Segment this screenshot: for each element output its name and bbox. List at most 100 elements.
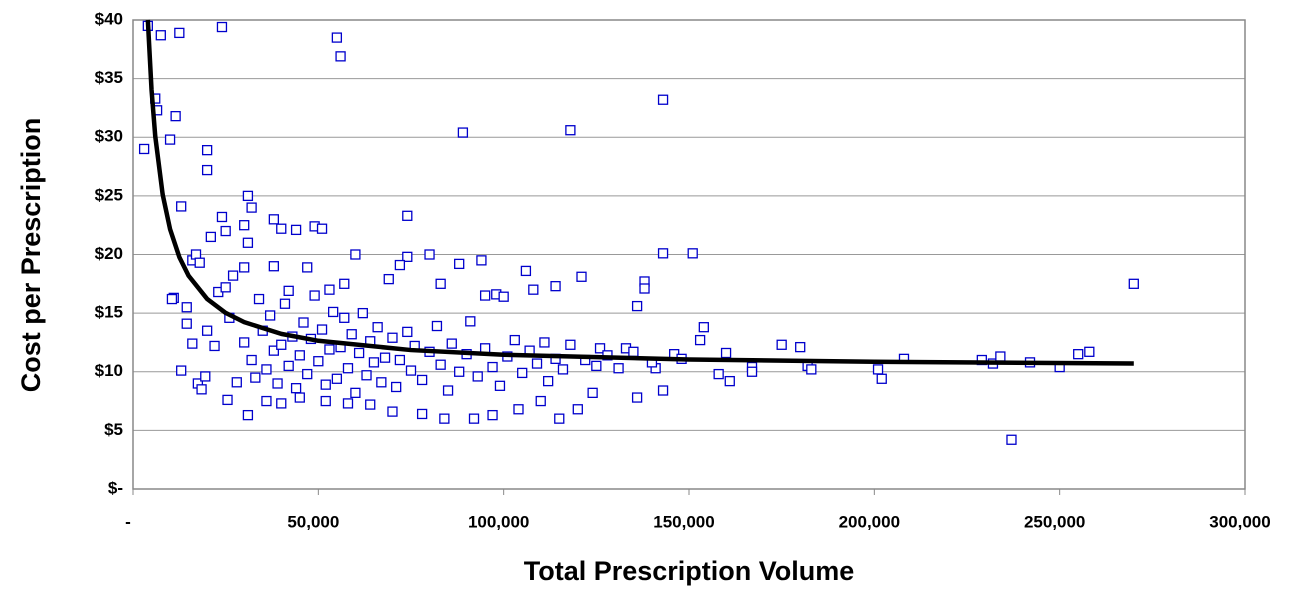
data-point bbox=[517, 367, 528, 379]
x-tick-label: 150,000 bbox=[653, 512, 714, 531]
data-point bbox=[222, 394, 233, 406]
data-point bbox=[342, 363, 354, 374]
data-point bbox=[181, 318, 192, 329]
data-point bbox=[357, 307, 368, 319]
data-point bbox=[268, 214, 280, 225]
data-point bbox=[806, 364, 817, 375]
data-point bbox=[246, 354, 257, 366]
data-point bbox=[138, 143, 150, 155]
data-point bbox=[539, 337, 550, 348]
y-tick-label: $5 bbox=[104, 420, 123, 439]
data-point bbox=[439, 413, 450, 424]
data-point bbox=[365, 399, 376, 410]
data-point bbox=[331, 373, 343, 384]
y-tick-label: $35 bbox=[95, 68, 123, 87]
data-point bbox=[298, 317, 309, 328]
data-point bbox=[372, 322, 383, 333]
data-point bbox=[995, 351, 1006, 362]
data-point bbox=[531, 358, 543, 369]
y-tick-label: $20 bbox=[95, 244, 123, 263]
data-point bbox=[457, 127, 469, 138]
data-point bbox=[872, 364, 884, 375]
data-point bbox=[242, 409, 254, 421]
data-point bbox=[342, 398, 354, 409]
data-point bbox=[435, 359, 446, 370]
data-point bbox=[328, 306, 339, 318]
data-point bbox=[196, 384, 207, 395]
data-point bbox=[276, 398, 287, 409]
data-point bbox=[405, 365, 417, 376]
data-point bbox=[220, 225, 231, 237]
data-point bbox=[713, 368, 724, 380]
data-point bbox=[472, 371, 483, 382]
data-point bbox=[331, 32, 343, 43]
x-tick-label: - bbox=[125, 512, 131, 531]
data-point bbox=[542, 375, 554, 387]
data-point bbox=[187, 338, 198, 349]
y-tick-label: $30 bbox=[95, 127, 123, 146]
data-point bbox=[246, 202, 257, 213]
data-point bbox=[591, 360, 602, 372]
data-point bbox=[220, 282, 231, 293]
data-point bbox=[353, 347, 365, 359]
data-point bbox=[239, 220, 250, 231]
y-tick-label: $40 bbox=[95, 9, 123, 28]
data-point bbox=[164, 134, 176, 145]
data-point bbox=[283, 360, 294, 372]
data-point bbox=[454, 258, 465, 270]
data-point bbox=[239, 337, 250, 348]
data-point bbox=[283, 285, 294, 296]
data-point bbox=[290, 383, 302, 394]
data-point bbox=[876, 373, 887, 384]
data-point bbox=[279, 298, 291, 309]
data-point bbox=[250, 372, 261, 383]
data-point bbox=[361, 370, 372, 381]
data-point bbox=[565, 125, 576, 136]
data-point bbox=[268, 345, 280, 356]
data-point bbox=[302, 262, 313, 273]
data-point bbox=[272, 378, 283, 389]
data-point bbox=[454, 366, 465, 377]
data-point bbox=[176, 201, 187, 212]
data-point bbox=[487, 409, 498, 421]
data-point bbox=[1128, 278, 1139, 289]
data-point bbox=[294, 392, 305, 403]
data-point bbox=[201, 325, 213, 336]
data-point bbox=[209, 340, 220, 352]
data-point bbox=[201, 144, 213, 156]
data-point bbox=[242, 237, 254, 248]
data-point bbox=[513, 404, 524, 415]
data-point bbox=[394, 354, 406, 366]
data-point bbox=[498, 291, 509, 302]
data-point bbox=[613, 363, 624, 374]
data-point bbox=[227, 270, 239, 281]
data-point bbox=[316, 223, 328, 234]
data-point bbox=[379, 352, 391, 363]
data-point bbox=[324, 284, 335, 295]
data-point bbox=[479, 290, 491, 301]
data-point bbox=[487, 361, 498, 373]
trend-line bbox=[145, 19, 1134, 366]
data-point bbox=[402, 326, 413, 338]
data-point bbox=[435, 278, 446, 289]
data-point bbox=[520, 265, 532, 277]
y-tick-label: $10 bbox=[95, 361, 123, 380]
data-point bbox=[261, 364, 272, 375]
data-point bbox=[442, 385, 454, 396]
x-tick-label: 250,000 bbox=[1024, 512, 1085, 531]
data-point bbox=[631, 300, 643, 312]
y-tick-label: $- bbox=[108, 478, 123, 497]
data-point bbox=[264, 310, 276, 321]
data-point bbox=[628, 346, 639, 357]
data-point bbox=[416, 374, 428, 386]
data-point bbox=[657, 94, 669, 105]
data-point bbox=[387, 406, 398, 417]
data-point bbox=[290, 224, 302, 236]
x-tick-label: 200,000 bbox=[839, 512, 900, 531]
data-point bbox=[216, 211, 228, 223]
data-point bbox=[402, 210, 413, 221]
data-point bbox=[253, 293, 265, 305]
plot-frame bbox=[132, 19, 1246, 490]
data-point bbox=[594, 343, 606, 354]
data-point bbox=[339, 312, 350, 323]
